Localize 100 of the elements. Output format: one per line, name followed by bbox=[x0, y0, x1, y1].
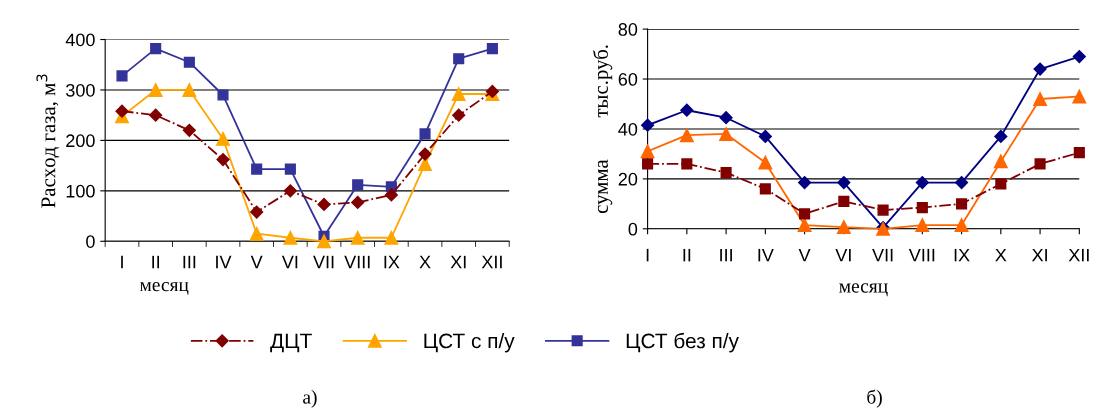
point bbox=[1033, 62, 1047, 76]
point bbox=[418, 157, 432, 172]
point bbox=[680, 103, 694, 117]
y-tick-label: 400 bbox=[65, 33, 95, 47]
y-tick-label: 0 bbox=[628, 222, 638, 236]
x-tick-label: X bbox=[995, 248, 1007, 262]
point bbox=[758, 155, 773, 170]
x-tick-label: II bbox=[683, 248, 691, 262]
point bbox=[1072, 89, 1087, 104]
point bbox=[797, 176, 812, 190]
point bbox=[954, 176, 969, 190]
point bbox=[954, 218, 969, 233]
x-tick-label: III bbox=[720, 248, 732, 262]
point bbox=[283, 184, 297, 198]
x-tick-label: IX bbox=[384, 255, 400, 269]
x-tick-label: II bbox=[152, 255, 160, 269]
point bbox=[1073, 147, 1085, 159]
point bbox=[1072, 49, 1086, 64]
point bbox=[183, 56, 195, 68]
y-tick-label: 300 bbox=[66, 83, 95, 97]
point bbox=[115, 104, 129, 118]
point bbox=[453, 53, 465, 65]
point bbox=[994, 129, 1008, 144]
y-tick-label: 200 bbox=[66, 134, 95, 148]
x-tick-label: XII bbox=[1068, 248, 1089, 262]
x-tick-label: VI bbox=[281, 255, 298, 269]
point bbox=[719, 111, 733, 125]
point bbox=[150, 43, 162, 55]
point bbox=[182, 123, 196, 137]
point bbox=[149, 108, 163, 122]
x-tick-label: IV bbox=[758, 248, 774, 262]
point bbox=[351, 195, 365, 210]
point bbox=[148, 83, 163, 97]
point bbox=[251, 163, 263, 175]
point bbox=[317, 234, 331, 249]
point bbox=[216, 152, 230, 167]
x-tick-label: XII bbox=[481, 255, 502, 269]
legend-label: ЦСТ без п/у bbox=[626, 332, 739, 353]
x-axis-title: месяц bbox=[839, 283, 888, 297]
point bbox=[877, 204, 889, 216]
point bbox=[284, 163, 296, 175]
x-tick-label: IV bbox=[216, 255, 232, 269]
point bbox=[250, 205, 264, 219]
legend-label: ЦСТ с п/у bbox=[424, 333, 515, 353]
legend-label: ДЦТ bbox=[270, 333, 312, 353]
point bbox=[759, 183, 771, 195]
point bbox=[452, 108, 466, 122]
point bbox=[679, 128, 694, 143]
point bbox=[719, 127, 734, 141]
point bbox=[915, 218, 930, 233]
text: б) bbox=[867, 389, 882, 408]
point bbox=[1034, 158, 1046, 170]
point bbox=[995, 178, 1007, 190]
y-axis-title: Расход газа, м$^{3}$ bbox=[36, 74, 60, 208]
y-tick-label: 100 bbox=[66, 184, 95, 198]
point bbox=[915, 176, 929, 190]
point bbox=[418, 147, 432, 161]
point bbox=[838, 195, 850, 207]
point bbox=[799, 208, 811, 220]
x-axis-title: месяц bbox=[139, 281, 189, 295]
point bbox=[384, 188, 398, 202]
y-tick-label: 80 bbox=[618, 23, 638, 36]
point bbox=[720, 167, 732, 179]
point bbox=[249, 226, 264, 241]
x-tick-label: VIII bbox=[908, 248, 935, 262]
point bbox=[350, 230, 365, 245]
point bbox=[640, 144, 655, 159]
point bbox=[993, 154, 1008, 169]
point bbox=[758, 129, 772, 144]
x-tick-label: I bbox=[121, 255, 123, 269]
point bbox=[216, 131, 230, 146]
point bbox=[384, 230, 399, 245]
y-axis-title: сумма тыс.руб. bbox=[592, 45, 613, 214]
x-tick-label: V bbox=[798, 248, 811, 262]
point bbox=[641, 118, 655, 132]
x-tick-label: X bbox=[419, 255, 431, 269]
y-tick-label: 60 bbox=[618, 72, 638, 86]
point bbox=[317, 197, 331, 212]
x-tick-label: I bbox=[646, 248, 649, 262]
y-tick-label: 20 bbox=[618, 172, 638, 186]
point bbox=[419, 128, 431, 140]
point bbox=[217, 89, 229, 101]
point bbox=[116, 70, 128, 82]
text: а) bbox=[303, 390, 317, 408]
point bbox=[352, 179, 364, 191]
point bbox=[916, 202, 928, 214]
point bbox=[1033, 92, 1048, 106]
x-tick-label: VII bbox=[313, 255, 334, 269]
point bbox=[451, 87, 466, 101]
x-tick-label: IX bbox=[954, 248, 970, 262]
point bbox=[642, 158, 654, 170]
point bbox=[837, 176, 851, 190]
point bbox=[956, 198, 968, 210]
point bbox=[182, 83, 197, 97]
y-tick-label: 40 bbox=[618, 122, 638, 136]
x-tick-label: VI bbox=[835, 248, 851, 262]
point bbox=[283, 230, 298, 245]
point bbox=[797, 218, 812, 233]
y-tick-label: 0 bbox=[86, 235, 95, 248]
x-tick-label: XI bbox=[1031, 248, 1047, 262]
